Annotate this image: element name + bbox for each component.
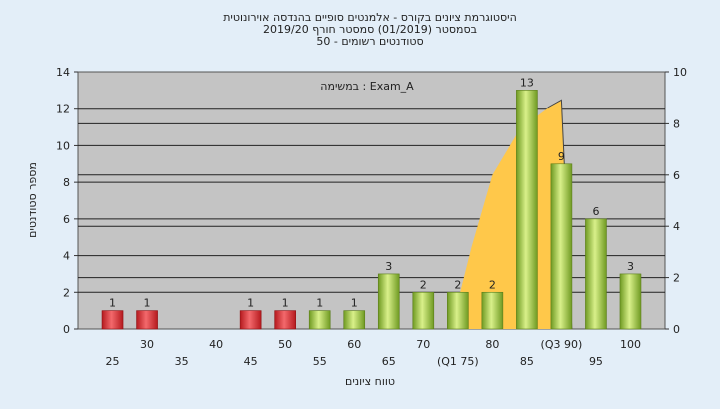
bar-30: [136, 310, 158, 330]
x-tick-label: 30: [140, 338, 154, 351]
y-tick-label: 10: [56, 139, 70, 152]
bar-value-label: 6: [592, 205, 599, 218]
bar-value-label: 3: [627, 260, 634, 273]
x-tick-label: 60: [347, 338, 361, 351]
chart-title-line-3: סטודנטים רשומים - 50: [316, 35, 423, 48]
bar-value-label: 1: [351, 297, 358, 310]
bar-90: [550, 163, 573, 330]
x-tick-label: 100: [620, 338, 641, 351]
y-tick-label: 14: [56, 66, 70, 79]
bar-value-label: 9: [558, 150, 565, 163]
bar-value-label: 2: [489, 278, 496, 291]
y2-tick-label: 10: [673, 66, 687, 79]
y-tick-label: 12: [56, 103, 70, 116]
y-tick-label: 0: [63, 323, 70, 336]
y-tick-label: 4: [63, 250, 70, 263]
x-tick-label: 70: [416, 338, 430, 351]
bar-70: [412, 291, 435, 330]
bar-100: [619, 273, 642, 330]
x-tick-label: (Q3 90): [541, 338, 583, 351]
chart-title-line-1: היסטוגרמת ציונים בקורס - אלמנטים סופיים …: [223, 11, 517, 24]
bar-value-label: 1: [247, 297, 254, 310]
bar-65: [377, 273, 400, 330]
bar-value-label: 1: [109, 297, 116, 310]
y-tick-label: 2: [63, 286, 70, 299]
y2-tick-label: 2: [673, 272, 680, 285]
x-tick-label: 25: [106, 355, 120, 368]
y-tick-label: 8: [63, 176, 70, 189]
bar-75: [447, 291, 469, 330]
bar-45: [239, 310, 262, 330]
y2-tick-label: 6: [673, 169, 680, 182]
x-tick-label: 80: [485, 338, 499, 351]
x-tick-label: 45: [244, 355, 258, 368]
x-tick-label: 65: [382, 355, 396, 368]
y2-tick-label: 0: [673, 323, 680, 336]
x-tick-label: (Q1 75): [437, 355, 479, 368]
bar-85: [516, 90, 538, 330]
bar-55: [308, 310, 331, 330]
x-tick-label: 50: [278, 338, 292, 351]
x-axis-label: טווח ציונים: [345, 375, 395, 388]
plot-area: [77, 71, 666, 330]
x-tick-label: 55: [313, 355, 327, 368]
bar-value-label: 1: [144, 297, 151, 310]
x-tick-label: 40: [209, 338, 223, 351]
bar-value-label: 2: [454, 278, 461, 291]
bar-value-label: 3: [385, 260, 392, 273]
area-series: [450, 100, 572, 329]
x-tick-label: 35: [175, 355, 189, 368]
y2-tick-label: 4: [673, 220, 680, 233]
y-tick-label: 6: [63, 213, 70, 226]
bar-50: [274, 310, 296, 330]
bar-60: [343, 310, 366, 330]
x-tick-label: 95: [589, 355, 603, 368]
bar-value-label: 2: [420, 278, 427, 291]
bar-25: [101, 310, 124, 330]
annotation-label: במשימה : Exam_A: [320, 80, 414, 93]
bar-95: [585, 218, 607, 330]
y2-tick-label: 8: [673, 117, 680, 130]
x-tick-label: 85: [520, 355, 534, 368]
y-axis-label: מספר סטודנטים: [26, 162, 39, 238]
bar-value-label: 13: [520, 76, 534, 89]
bar-value-label: 1: [316, 297, 323, 310]
bar-value-label: 1: [282, 297, 289, 310]
chart-title-line-2: בסמסטר (01/2019) סמסטר חורף 2019/20: [263, 23, 477, 36]
bar-80: [481, 291, 504, 330]
